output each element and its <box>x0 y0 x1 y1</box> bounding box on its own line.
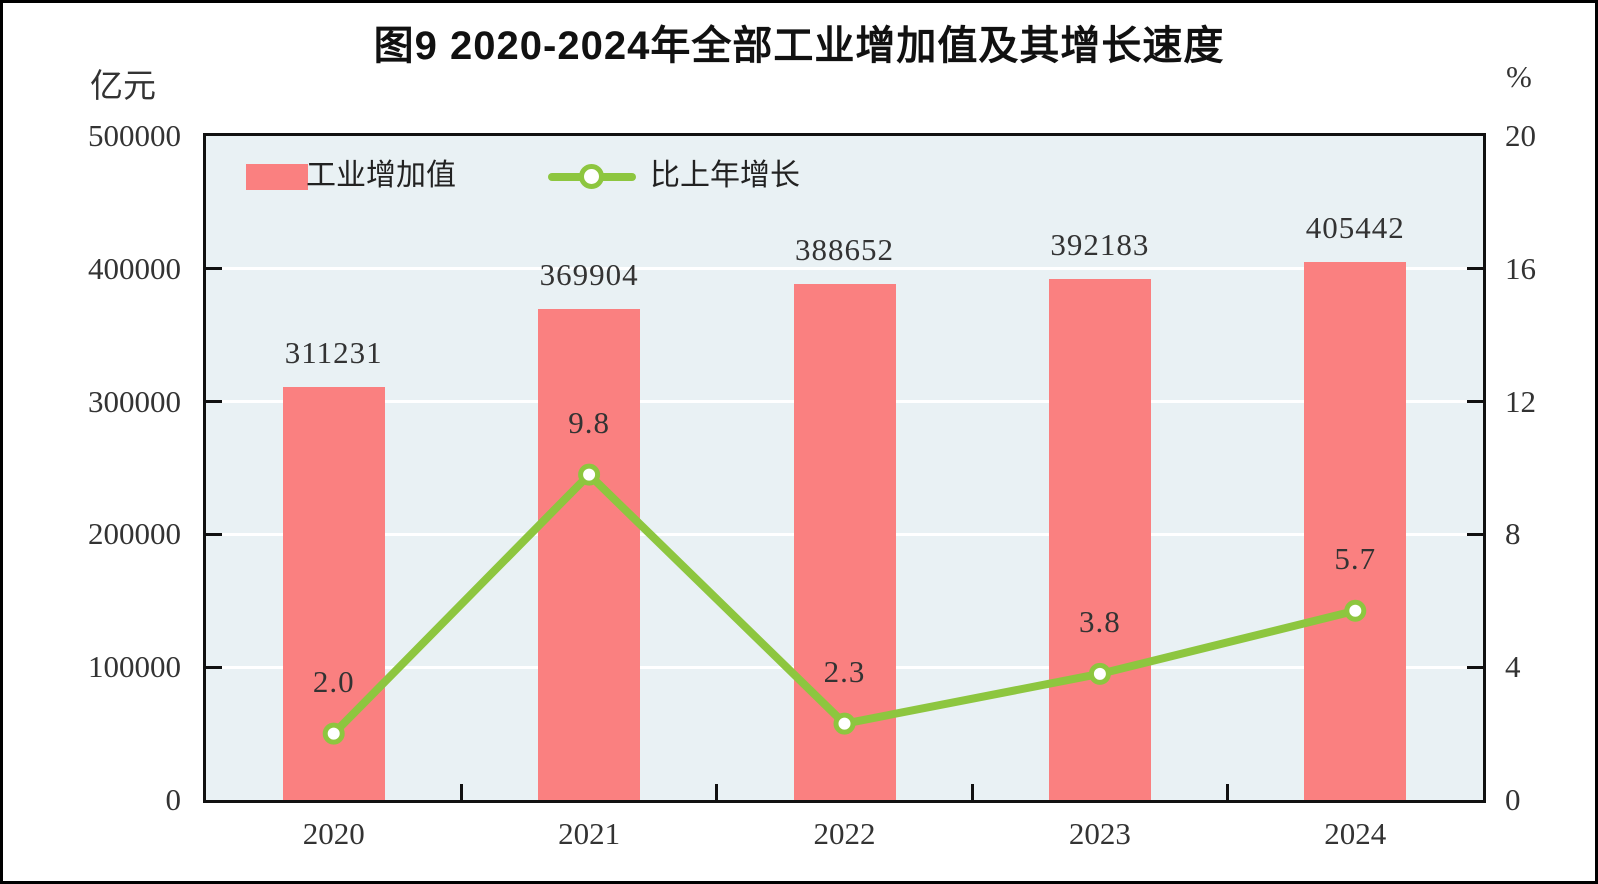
left-axis-unit-label: 亿元 <box>90 69 156 105</box>
right-axis-tick-label: 0 <box>1505 782 1521 817</box>
left-axis-tick-label: 500000 <box>88 118 181 153</box>
bar-value-label: 388652 <box>795 231 894 267</box>
left-axis-tick <box>206 400 222 404</box>
right-axis-tick <box>1467 267 1483 271</box>
right-axis-tick-label: 4 <box>1505 649 1521 685</box>
line-value-label: 2.3 <box>823 653 866 689</box>
right-axis-tick <box>1467 665 1483 669</box>
line-marker <box>1344 599 1367 622</box>
x-axis-tick <box>1226 784 1230 800</box>
x-axis-label: 2020 <box>302 816 365 851</box>
left-axis-tick-label: 0 <box>165 782 182 817</box>
line-marker <box>322 722 345 745</box>
legend-bar-label: 工业增加值 <box>306 159 456 192</box>
line-value-label: 3.8 <box>1079 603 1121 639</box>
legend-line-marker <box>579 164 604 189</box>
growth-line <box>330 470 1357 737</box>
x-axis-tick <box>459 784 463 800</box>
bar-2021 <box>538 308 641 800</box>
x-axis-label: 2023 <box>1068 816 1131 851</box>
left-axis-tick-label: 200000 <box>88 516 181 552</box>
line-marker <box>1088 662 1111 685</box>
line-value-label: 5.7 <box>1334 540 1377 576</box>
gridline <box>206 267 1483 271</box>
right-axis-tick-label: 20 <box>1505 118 1536 153</box>
left-axis-tick <box>206 267 222 271</box>
left-axis-tick-label: 100000 <box>88 649 181 685</box>
left-axis-tick-label: 300000 <box>88 383 181 419</box>
line-marker <box>578 463 601 486</box>
right-axis-tick <box>1467 532 1483 536</box>
right-axis-unit-label: % <box>1506 59 1532 94</box>
left-axis-tick-label: 400000 <box>88 250 181 286</box>
legend-line-label: 比上年增长 <box>650 159 800 192</box>
bar-value-label: 392183 <box>1050 227 1150 263</box>
plot-area: 工业增加值 比上年增长 311231 2.0 369904 9.8 388652 2.3 3… <box>203 133 1486 803</box>
bar-2024 <box>1304 261 1407 800</box>
bar-2023 <box>1048 279 1151 800</box>
left-axis-tick <box>206 532 222 536</box>
line-value-label: 2.0 <box>312 663 355 699</box>
x-axis-tick <box>970 784 974 800</box>
legend-bar-swatch <box>246 164 308 190</box>
growth-line-chart <box>322 463 1367 745</box>
x-axis-label: 2021 <box>558 816 621 851</box>
right-axis-tick-label: 8 <box>1505 516 1521 552</box>
left-axis-tick <box>206 665 222 669</box>
line-marker <box>833 712 856 735</box>
x-axis-tick <box>715 784 719 800</box>
chart-title: 图9 2020-2024年全部工业增加值及其增长速度 <box>373 24 1225 68</box>
bar-value-label: 405442 <box>1305 209 1405 245</box>
x-axis-label: 2024 <box>1324 816 1387 851</box>
right-axis-tick-label: 16 <box>1505 250 1536 286</box>
right-axis-tick-label: 12 <box>1505 383 1536 419</box>
bar-value-label: 311231 <box>284 334 383 370</box>
bar-value-label: 369904 <box>539 256 639 292</box>
line-value-label: 9.8 <box>568 404 610 440</box>
right-axis-tick <box>1467 400 1483 404</box>
x-axis-label: 2022 <box>813 816 876 851</box>
